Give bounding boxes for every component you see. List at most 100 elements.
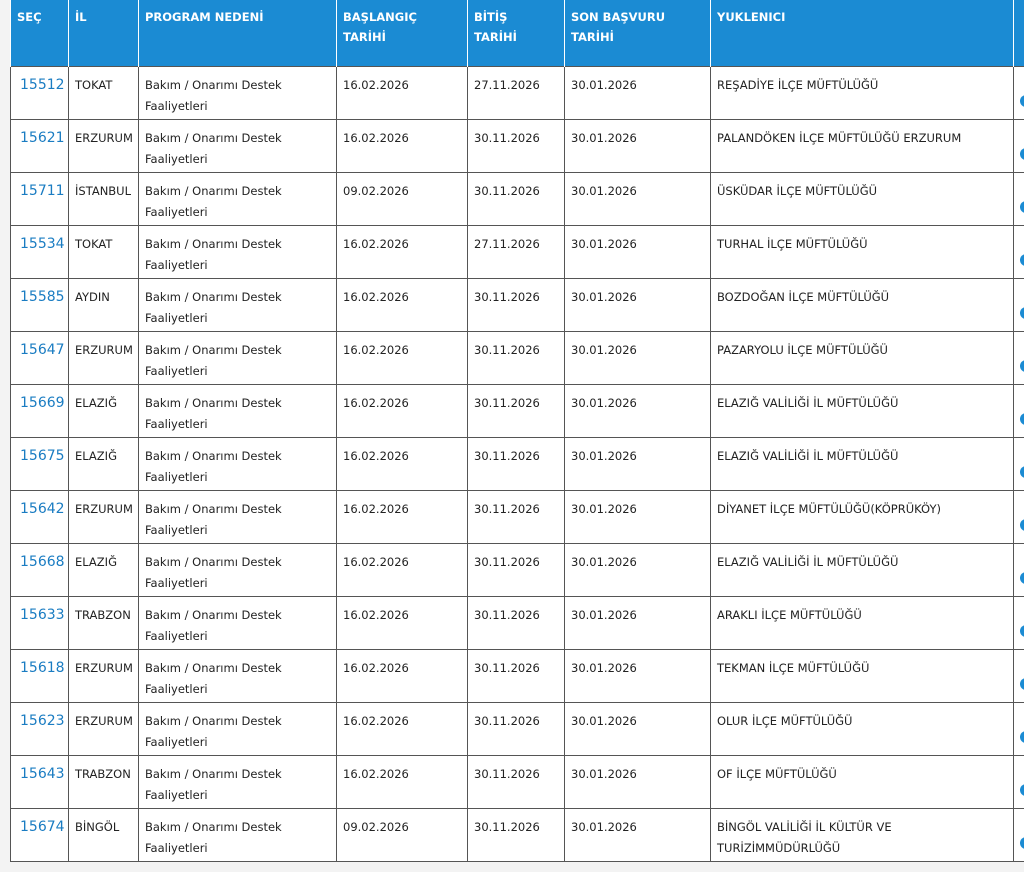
cell: 30.01.2026 <box>564 225 711 279</box>
cell: 16.02.2026 <box>336 437 468 491</box>
cell: 30.01.2026 <box>564 702 711 756</box>
cell: Bakım / Onarımı Destek Faaliyetleri <box>138 755 337 809</box>
column-header: SEÇ <box>10 0 69 67</box>
cell: Bakım / Onarımı Destek Faaliyetleri <box>138 225 337 279</box>
cell-clipped <box>1013 384 1024 438</box>
record-link[interactable]: 15647 <box>20 342 65 358</box>
cell: 30.11.2026 <box>467 596 565 650</box>
cell: 30.01.2026 <box>564 490 711 544</box>
cell: 16.02.2026 <box>336 596 468 650</box>
cell: 30.01.2026 <box>564 755 711 809</box>
cell: 30.11.2026 <box>467 172 565 226</box>
table-row: 15642 ERZURUM Bakım / Onarımı Destek Faali… <box>10 490 1024 544</box>
cell: 15643 <box>10 755 69 809</box>
cell: Bakım / Onarımı Destek Faaliyetleri <box>138 702 337 756</box>
cell-clipped <box>1013 437 1024 491</box>
cell: 30.01.2026 <box>564 437 711 491</box>
cell: Bakım / Onarımı Destek Faaliyetleri <box>138 490 337 544</box>
action-icon[interactable] <box>1020 784 1024 796</box>
cell: DİYANET İLÇE MÜFTÜLÜĞÜ(KÖPRÜKÖY) <box>710 490 1014 544</box>
action-icon[interactable] <box>1020 360 1024 372</box>
cell: ELAZIĞ <box>68 384 139 438</box>
record-link[interactable]: 15642 <box>20 501 65 517</box>
table-body: 15512 TOKAT Bakım / Onarımı Destek Faaliye… <box>10 66 1024 862</box>
action-icon[interactable] <box>1020 625 1024 637</box>
cell: Bakım / Onarımı Destek Faaliyetleri <box>138 278 337 332</box>
cell: REŞADİYE İLÇE MÜFTÜLÜĞÜ <box>710 66 1014 120</box>
action-icon[interactable] <box>1020 254 1024 266</box>
cell: Bakım / Onarımı Destek Faaliyetleri <box>138 437 337 491</box>
record-link[interactable]: 15623 <box>20 713 65 729</box>
cell: 30.11.2026 <box>467 808 565 862</box>
cell: Bakım / Onarımı Destek Faaliyetleri <box>138 808 337 862</box>
action-icon[interactable] <box>1020 201 1024 213</box>
cell: 15512 <box>10 66 69 120</box>
cell-clipped <box>1013 225 1024 279</box>
cell-clipped <box>1013 331 1024 385</box>
cell: BOZDOĞAN İLÇE MÜFTÜLÜĞÜ <box>710 278 1014 332</box>
table-row: 15668 ELAZIĞ Bakım / Onarımı Destek Faaliy… <box>10 543 1024 597</box>
cell: 30.11.2026 <box>467 331 565 385</box>
action-icon[interactable] <box>1020 95 1024 107</box>
action-icon[interactable] <box>1020 413 1024 425</box>
record-link[interactable]: 15618 <box>20 660 65 676</box>
cell: Bakım / Onarımı Destek Faaliyetleri <box>138 596 337 650</box>
cell-clipped <box>1013 543 1024 597</box>
header-row: SEÇ İL PROGRAM NEDENİ BAŞLANGIÇ TARİHİ BİTİŞ… <box>10 0 1024 67</box>
record-link[interactable]: 15643 <box>20 766 65 782</box>
cell: 30.11.2026 <box>467 278 565 332</box>
cell: ERZURUM <box>68 490 139 544</box>
cell: ÜSKÜDAR İLÇE MÜFTÜLÜĞÜ <box>710 172 1014 226</box>
cell-clipped <box>1013 490 1024 544</box>
cell: ERZURUM <box>68 119 139 173</box>
cell: 15534 <box>10 225 69 279</box>
action-icon[interactable] <box>1020 678 1024 690</box>
record-link[interactable]: 15585 <box>20 289 65 305</box>
cell: ERZURUM <box>68 649 139 703</box>
cell: 15674 <box>10 808 69 862</box>
cell: 15647 <box>10 331 69 385</box>
record-link[interactable]: 15512 <box>20 77 65 93</box>
action-icon[interactable] <box>1020 307 1024 319</box>
record-link[interactable]: 15534 <box>20 236 65 252</box>
cell: 30.11.2026 <box>467 543 565 597</box>
cell: TURHAL İLÇE MÜFTÜLÜĞÜ <box>710 225 1014 279</box>
record-link[interactable]: 15633 <box>20 607 65 623</box>
table-row: 15711 İSTANBUL Bakım / Onarımı Destek Faal… <box>10 172 1024 226</box>
action-icon[interactable] <box>1020 466 1024 478</box>
record-link[interactable]: 15669 <box>20 395 65 411</box>
cell: 15621 <box>10 119 69 173</box>
record-link[interactable]: 15711 <box>20 183 65 199</box>
record-link[interactable]: 15621 <box>20 130 65 146</box>
cell-clipped <box>1013 808 1024 862</box>
cell-clipped <box>1013 649 1024 703</box>
cell: 16.02.2026 <box>336 225 468 279</box>
table-row: 15618 ERZURUM Bakım / Onarımı Destek Faali… <box>10 649 1024 703</box>
record-link[interactable]: 15668 <box>20 554 65 570</box>
cell: 15623 <box>10 702 69 756</box>
column-header: BAŞLANGIÇ TARİHİ <box>336 0 468 67</box>
cell: TRABZON <box>68 755 139 809</box>
cell: 27.11.2026 <box>467 225 565 279</box>
cell: BİNGÖL VALİLİĞİ İL KÜLTÜR VE TURİZİMMÜDÜ… <box>710 808 1014 862</box>
cell: AYDIN <box>68 278 139 332</box>
cell: 30.11.2026 <box>467 649 565 703</box>
record-link[interactable]: 15674 <box>20 819 65 835</box>
cell: 30.01.2026 <box>564 278 711 332</box>
cell: BİNGÖL <box>68 808 139 862</box>
cell: 30.01.2026 <box>564 543 711 597</box>
record-link[interactable]: 15675 <box>20 448 65 464</box>
action-icon[interactable] <box>1020 572 1024 584</box>
table-row: 15643 TRABZON Bakım / Onarımı Destek Faali… <box>10 755 1024 809</box>
cell: ERZURUM <box>68 331 139 385</box>
action-icon[interactable] <box>1020 731 1024 743</box>
action-icon[interactable] <box>1020 837 1024 849</box>
table-row: 15512 TOKAT Bakım / Onarımı Destek Faaliye… <box>10 66 1024 120</box>
cell-clipped <box>1013 755 1024 809</box>
cell: Bakım / Onarımı Destek Faaliyetleri <box>138 172 337 226</box>
cell: 16.02.2026 <box>336 490 468 544</box>
action-icon[interactable] <box>1020 519 1024 531</box>
action-icon[interactable] <box>1020 148 1024 160</box>
cell: ERZURUM <box>68 702 139 756</box>
